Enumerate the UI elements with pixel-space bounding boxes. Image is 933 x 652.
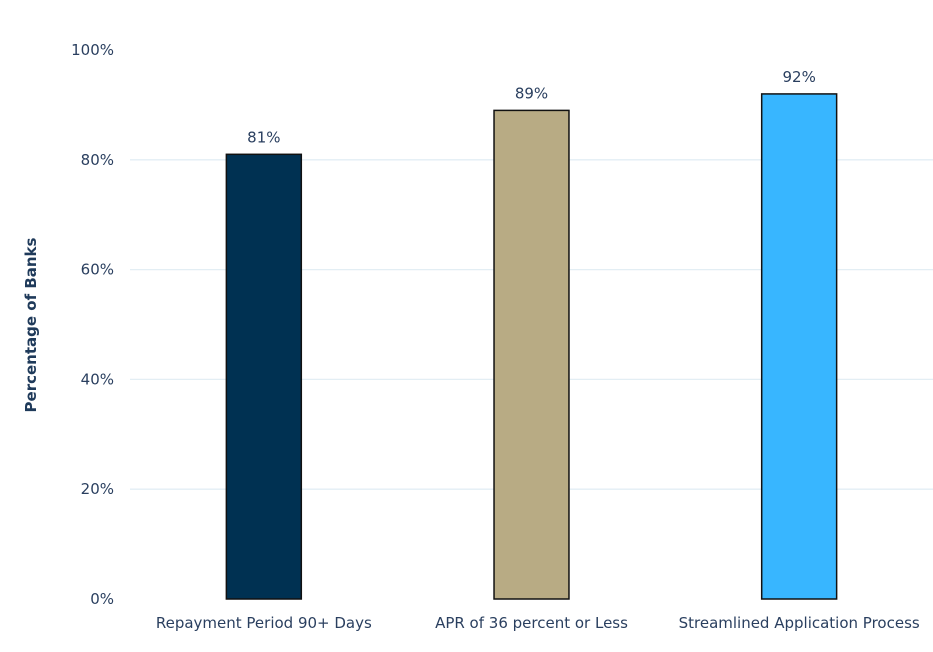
bar (760, 93, 838, 600)
x-tick-label: Repayment Period 90+ Days (156, 614, 372, 632)
bar (225, 153, 303, 600)
data-labels: 81% 89% 92% (247, 68, 816, 146)
y-tick-label: 40% (81, 370, 114, 388)
x-tick-label: APR of 36 percent or Less (435, 614, 628, 632)
bars (225, 93, 838, 600)
y-axis-label: Percentage of Banks (22, 237, 40, 412)
data-label: 92% (782, 68, 815, 86)
y-tick-label: 20% (81, 480, 114, 498)
data-label: 81% (247, 128, 280, 146)
x-tick-label: Streamlined Application Process (679, 614, 920, 632)
bar (493, 109, 570, 600)
y-tick-label: 0% (90, 590, 114, 608)
y-axis-ticks: 0% 20% 40% 60% 80% 100% (71, 41, 114, 608)
y-tick-label: 100% (71, 41, 114, 59)
x-axis-ticks: Repayment Period 90+ Days APR of 36 perce… (156, 614, 920, 632)
y-tick-label: 60% (81, 261, 114, 279)
data-label: 89% (515, 84, 548, 102)
y-tick-label: 80% (81, 151, 114, 169)
